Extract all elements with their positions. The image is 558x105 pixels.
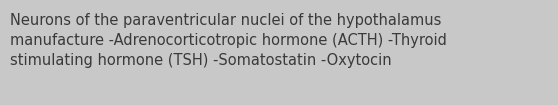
Text: Neurons of the paraventricular nuclei of the hypothalamus
manufacture -Adrenocor: Neurons of the paraventricular nuclei of… [10,13,447,68]
